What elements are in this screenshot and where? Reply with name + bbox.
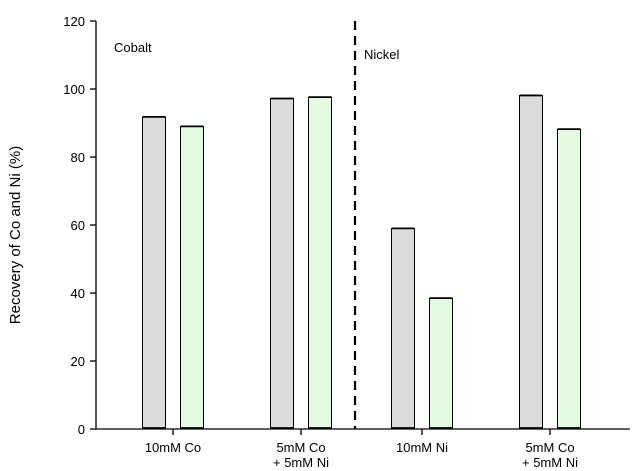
bar-series-1-0 (142, 116, 166, 430)
bar-series-2-3 (557, 128, 581, 430)
bars (142, 94, 581, 430)
y-tick-label: 100 (63, 82, 85, 97)
y-tick-label: 0 (78, 422, 85, 437)
x-category-label: 10mM Ni (396, 440, 448, 455)
y-tick-label: 80 (71, 150, 85, 165)
bar-series-2-2 (429, 297, 453, 430)
bar-series-2-0 (180, 125, 204, 430)
y-tick-label: 120 (63, 14, 85, 29)
y-axis-label: Recovery of Co and Ni (%) (7, 146, 24, 324)
x-category-label: + 5mM Ni (273, 455, 329, 470)
x-category-label: + 5mM Ni (522, 455, 578, 470)
cobalt-region-label: Cobalt (114, 40, 152, 55)
x-category-label: 5mM Co (276, 440, 325, 455)
bar-series-1-1 (270, 98, 294, 430)
y-tick-label: 20 (71, 354, 85, 369)
bar-series-2-1 (308, 96, 332, 430)
bar-series-1-3 (519, 94, 543, 430)
x-category-label: 10mM Co (145, 440, 201, 455)
y-axis: 0 20 40 60 80 100 120 (63, 14, 97, 437)
y-tick-label: 60 (71, 218, 85, 233)
y-tick-label: 40 (71, 286, 85, 301)
nickel-region-label: Nickel (364, 47, 400, 62)
bar-series-1-2 (391, 227, 415, 430)
x-category-label: 5mM Co (525, 440, 574, 455)
